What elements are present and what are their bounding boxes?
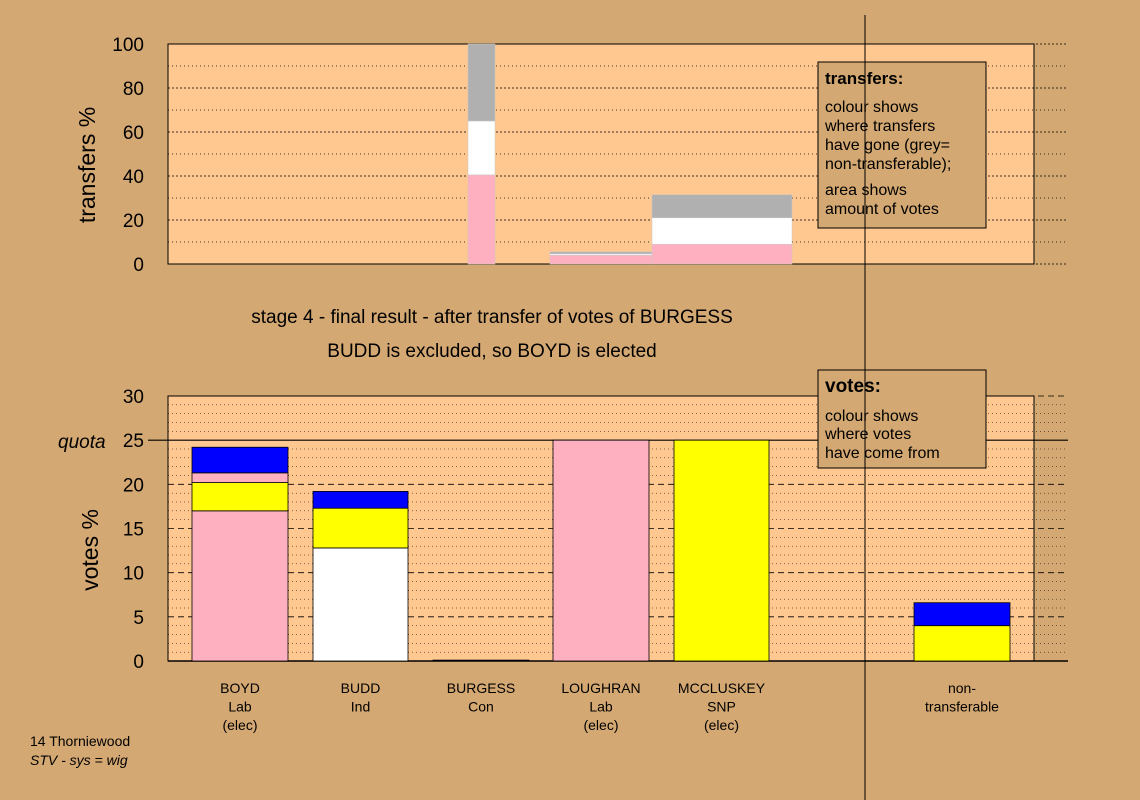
votes-y-ticks: 0 5 10 15 20 25 30 (123, 387, 144, 673)
votes-legend: votes: colour shows where votes have com… (817, 369, 987, 469)
candidate-party-label: Ind (351, 699, 370, 715)
candidate-name-label: non- (948, 680, 976, 696)
transfer-bar-segment (549, 254, 653, 265)
candidate-status-label: (elec) (222, 717, 257, 733)
vote-bar-segment (312, 507, 409, 549)
candidate-name-label: LOUGHRAN (561, 680, 640, 696)
stage-result: BUDD is excluded, so BOYD is elected (327, 341, 656, 362)
transfers-legend-box (817, 61, 987, 229)
transfers-chart: 0 20 40 60 80 100 transfers % transfers: colo… (74, 35, 1068, 276)
y-tick-label: 80 (123, 79, 144, 100)
candidate-party-label: Lab (589, 699, 613, 715)
y-tick-label: 5 (133, 608, 144, 629)
votes-legend-line: colour shows (825, 408, 918, 425)
transfers-legend: transfers: colour shows where transfers … (817, 61, 987, 229)
y-tick-label: 30 (123, 387, 144, 408)
transfers-bars (467, 43, 793, 265)
candidate-party-label: transferable (925, 699, 999, 715)
transfers-legend-line: colour shows (825, 99, 918, 116)
transfers-legend-title: transfers: (825, 69, 903, 88)
votes-x-labels: BOYD Lab (elec) BUDD Ind BURGESS Con LOUGHRAN La… (220, 680, 999, 733)
candidate-name-label: BOYD (220, 680, 260, 696)
transfers-legend-line: non-transferable); (825, 156, 951, 173)
transfer-bar-segment (467, 174, 496, 265)
votes-chart: 0 5 10 15 20 25 30 BOYD Lab (elec) BUDD Ind BURGESS… (58, 369, 1068, 733)
vote-bar-segment (191, 472, 289, 483)
votes-legend-box (817, 369, 987, 469)
vote-bar-segment (552, 439, 650, 662)
candidate-name-label: MCCLUSKEY (678, 680, 766, 696)
candidate-party-label: SNP (707, 699, 736, 715)
transfers-legend-line: have gone (grey= (825, 137, 950, 154)
candidate-party-label: Con (468, 699, 494, 715)
transfer-bar-segment (467, 120, 496, 176)
transfer-bar-segment (467, 43, 496, 122)
votes-y-axis-title: votes % (77, 509, 103, 591)
y-tick-label: 40 (123, 167, 144, 188)
quota-label: quota (58, 432, 106, 453)
vote-bar-segment (312, 547, 409, 662)
transfers-y-ticks: 0 20 40 60 80 100 (112, 35, 144, 276)
transfers-y-axis-title: transfers % (74, 107, 100, 223)
vote-bar-segment (191, 510, 289, 662)
stage-heading: stage 4 - final result - after transfer … (251, 307, 733, 328)
ward-name: 14 Thorniewood (30, 733, 130, 749)
votes-legend-line: have come from (825, 445, 940, 462)
transfer-bar-segment (651, 217, 793, 245)
y-tick-label: 100 (112, 35, 144, 56)
y-tick-label: 10 (123, 564, 144, 585)
y-tick-label: 60 (123, 123, 144, 144)
votes-bars (191, 439, 1011, 662)
vote-bar-segment (191, 482, 289, 512)
votes-legend-line: where votes (824, 426, 911, 443)
transfers-legend-line: where transfers (824, 118, 935, 135)
vote-bar-segment (312, 490, 409, 509)
y-tick-label: 25 (123, 431, 144, 452)
voting-system: STV - sys = wig (30, 752, 128, 768)
transfers-legend-line: amount of votes (825, 201, 939, 218)
y-tick-label: 15 (123, 520, 144, 541)
vote-bar-segment (191, 446, 289, 474)
y-tick-label: 0 (133, 652, 144, 673)
vote-bar-segment (913, 602, 1011, 627)
y-tick-label: 20 (123, 211, 144, 232)
vote-bar-segment (432, 659, 530, 662)
vote-bar-segment (913, 625, 1011, 662)
transfers-legend-line: area shows (825, 182, 907, 199)
candidate-name-label: BURGESS (447, 680, 515, 696)
candidate-status-label: (elec) (704, 717, 739, 733)
transfer-bar-segment (651, 194, 793, 219)
candidate-party-label: Lab (228, 699, 252, 715)
transfer-bar-segment (549, 251, 653, 255)
vote-bar-segment (673, 439, 770, 662)
y-tick-label: 0 (133, 255, 144, 276)
y-tick-label: 20 (123, 475, 144, 496)
candidate-status-label: (elec) (583, 717, 618, 733)
candidate-name-label: BUDD (341, 680, 381, 696)
votes-legend-title: votes: (825, 376, 881, 397)
transfer-bar-segment (651, 243, 793, 265)
